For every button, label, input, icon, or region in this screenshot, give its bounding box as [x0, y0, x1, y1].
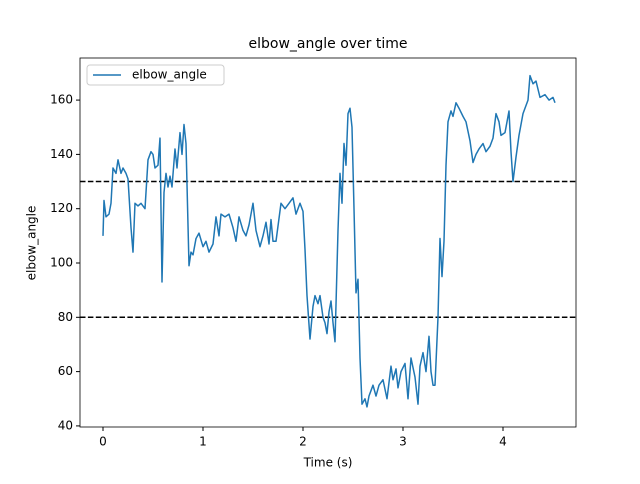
x-tick-label: 0: [99, 435, 107, 449]
y-tick-label: 140: [50, 147, 73, 161]
legend-label: elbow_angle: [132, 68, 207, 82]
legend-box: [86, 64, 225, 86]
data-line: [102, 74, 556, 408]
x-tick-label: 2: [299, 435, 307, 449]
x-tick-label: 3: [399, 435, 407, 449]
x-tick-label: 4: [499, 435, 507, 449]
y-tick-label: 60: [58, 364, 73, 378]
chart-title: elbow_angle over time: [249, 36, 408, 52]
y-tick-label: 40: [58, 418, 73, 432]
x-tick-label: 1: [199, 435, 207, 449]
y-tick-label: 160: [50, 93, 73, 107]
y-tick-label: 120: [50, 201, 73, 215]
y-tick-label: 100: [50, 256, 73, 270]
y-axis-label: elbow_angle: [25, 206, 39, 281]
y-tick-label: 80: [58, 310, 73, 324]
x-axis-label: Time (s): [303, 456, 353, 470]
plot-frame: [79, 57, 577, 428]
